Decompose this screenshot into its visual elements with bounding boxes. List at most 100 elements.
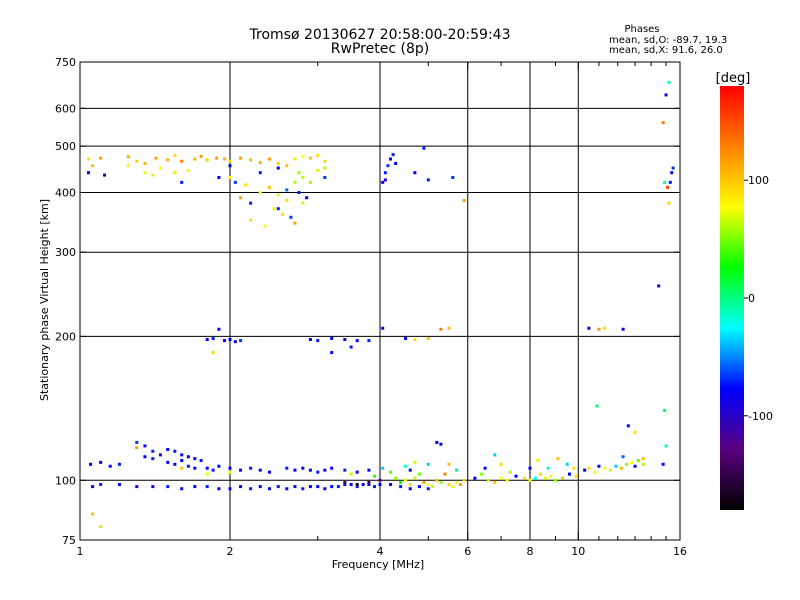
- data-point: [180, 160, 183, 163]
- data-point: [575, 475, 578, 478]
- data-point: [367, 469, 370, 472]
- data-point: [431, 485, 434, 488]
- data-point: [127, 164, 130, 167]
- data-point: [667, 202, 670, 205]
- data-point: [135, 160, 138, 163]
- data-point: [173, 450, 176, 453]
- data-point: [99, 461, 102, 464]
- data-point: [413, 338, 416, 341]
- data-point: [173, 154, 176, 157]
- data-point: [143, 162, 146, 165]
- data-point: [422, 147, 425, 150]
- data-point: [277, 485, 280, 488]
- data-point: [506, 479, 509, 482]
- data-point: [285, 487, 288, 490]
- data-point: [200, 155, 203, 158]
- data-point: [229, 164, 232, 167]
- data-point: [151, 485, 154, 488]
- data-point: [330, 337, 333, 340]
- data-point: [323, 176, 326, 179]
- data-point: [285, 188, 288, 191]
- data-point: [289, 216, 292, 219]
- data-point: [413, 477, 416, 480]
- data-point: [259, 469, 262, 472]
- data-point: [343, 481, 346, 484]
- data-point: [249, 202, 252, 205]
- data-point: [404, 479, 407, 482]
- data-point: [166, 158, 169, 161]
- x-tick-label: 4: [377, 545, 384, 558]
- data-point: [622, 328, 625, 331]
- data-point: [666, 186, 669, 189]
- data-point: [223, 158, 226, 161]
- data-point: [473, 477, 476, 480]
- data-point: [627, 424, 630, 427]
- data-point: [637, 459, 640, 462]
- data-point: [293, 469, 296, 472]
- data-point: [193, 158, 196, 161]
- data-point: [166, 448, 169, 451]
- data-point: [316, 339, 319, 342]
- data-point: [285, 467, 288, 470]
- data-point: [529, 479, 532, 482]
- colorbar: [deg] 1000-100: [716, 71, 773, 510]
- data-point: [484, 467, 487, 470]
- data-point: [404, 465, 407, 468]
- data-point: [350, 346, 353, 349]
- data-point: [229, 160, 232, 163]
- data-point: [634, 465, 637, 468]
- data-point: [229, 471, 232, 474]
- data-point: [249, 219, 252, 222]
- data-point: [109, 465, 112, 468]
- data-point: [249, 487, 252, 490]
- data-point: [529, 467, 532, 470]
- y-tick-label: 600: [55, 102, 76, 115]
- data-point: [566, 463, 569, 466]
- data-point: [91, 485, 94, 488]
- data-point: [277, 194, 280, 197]
- data-point: [293, 181, 296, 184]
- y-tick-label: 75: [62, 534, 76, 547]
- data-point: [381, 467, 384, 470]
- data-point: [180, 459, 183, 462]
- data-point: [463, 199, 466, 202]
- data-point: [459, 483, 462, 486]
- data-point: [493, 481, 496, 484]
- data-point: [622, 455, 625, 458]
- data-point: [386, 164, 389, 167]
- data-point: [259, 485, 262, 488]
- data-point: [159, 453, 162, 456]
- data-point: [561, 477, 564, 480]
- data-point: [229, 338, 232, 341]
- data-point: [493, 453, 496, 456]
- data-point: [297, 191, 300, 194]
- data-point: [239, 485, 242, 488]
- data-point: [487, 479, 490, 482]
- data-point: [297, 171, 300, 174]
- y-tick-label: 500: [55, 140, 76, 153]
- data-point: [439, 328, 442, 331]
- phase-stats-x: mean, sd,X: 91.6, 26.0: [609, 45, 723, 56]
- data-point: [455, 481, 458, 484]
- data-point: [603, 467, 606, 470]
- data-point: [151, 174, 154, 177]
- data-point: [447, 327, 450, 330]
- data-point: [268, 186, 271, 189]
- data-point: [451, 176, 454, 179]
- data-point: [229, 487, 232, 490]
- data-point: [413, 461, 416, 464]
- data-point: [87, 158, 90, 161]
- data-point: [272, 207, 275, 210]
- data-point: [268, 471, 271, 474]
- data-point: [239, 157, 242, 160]
- data-point: [200, 459, 203, 462]
- data-point: [293, 222, 296, 225]
- data-point: [259, 171, 262, 174]
- data-point: [554, 479, 557, 482]
- data-point: [642, 457, 645, 460]
- data-point: [89, 463, 92, 466]
- data-point: [337, 485, 340, 488]
- data-point: [118, 463, 121, 466]
- x-tick-label: 2: [227, 545, 234, 558]
- data-point: [667, 81, 670, 84]
